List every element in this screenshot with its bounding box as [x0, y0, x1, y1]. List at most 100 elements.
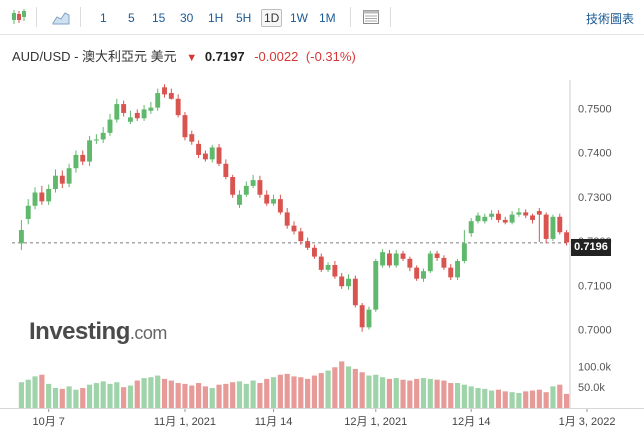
volume-bar: [386, 378, 392, 408]
technical-chart-link[interactable]: 技術圖表: [585, 12, 634, 26]
timeframe-1h[interactable]: 1H: [208, 11, 224, 25]
chart-bottom-border: [0, 408, 644, 409]
candle-body: [53, 175, 58, 189]
volume-bar: [202, 386, 208, 408]
timeframe-30[interactable]: 30: [180, 11, 194, 25]
candle-body: [271, 199, 277, 204]
volume-bar: [230, 382, 236, 408]
volume-bar: [291, 376, 297, 408]
candle-body: [121, 104, 127, 113]
x-tick-label: 12月 1, 2021: [344, 416, 407, 428]
table-view-icon[interactable]: [362, 8, 380, 26]
toolbar-divider: [390, 7, 391, 27]
timeframe-1m[interactable]: 1M: [319, 11, 336, 25]
timeframe-5h[interactable]: 5H: [236, 11, 252, 25]
chart-toolbar: 1 5 15 30 1H 5H 1D 1W 1M 技術圖表: [0, 0, 644, 35]
volume-bar: [420, 378, 427, 408]
timeframe-1d[interactable]: 1D: [261, 9, 283, 27]
price-change-percent: (-0.31%): [305, 49, 356, 64]
volume-bar: [52, 388, 59, 408]
candle-body: [475, 215, 481, 222]
volume-bar: [39, 374, 45, 408]
volume-bar: [441, 380, 447, 408]
volume-bar: [66, 386, 72, 408]
volume-bar: [284, 373, 290, 408]
volume-bar: [536, 389, 542, 408]
candle-body: [155, 93, 161, 108]
candle-body: [468, 221, 474, 234]
candle-body: [216, 147, 222, 164]
candle-body: [346, 278, 351, 287]
candle-body: [339, 276, 345, 287]
volume-bar: [564, 393, 570, 408]
candle-body: [284, 212, 290, 226]
candlestick-icon[interactable]: [10, 8, 28, 26]
toolbar-divider: [80, 7, 81, 27]
volume-bar: [86, 384, 93, 408]
candle-body: [277, 199, 283, 213]
volume-bar: [339, 361, 345, 408]
volume-bar: [380, 377, 386, 408]
x-tick-label: 11月 14: [255, 416, 293, 428]
volume-bar: [264, 378, 270, 408]
volume-bar: [141, 378, 147, 408]
volume-bar: [189, 385, 195, 408]
area-chart-icon[interactable]: [52, 8, 70, 26]
volume-bar: [502, 391, 508, 408]
current-price-tag: 0.7196: [571, 239, 611, 256]
last-price: 0.7197: [204, 49, 245, 64]
candle-body: [107, 119, 113, 133]
volume-bar: [352, 368, 358, 408]
volume-bar: [107, 383, 113, 408]
volume-bar: [80, 388, 86, 408]
candle-body: [461, 243, 467, 262]
volume-bar: [148, 377, 154, 408]
volume-bar: [277, 374, 283, 408]
instrument-title: AUD/USD - 澳大利亞元 美元: [12, 49, 177, 64]
candle-body: [393, 253, 399, 266]
candle-body: [325, 264, 331, 270]
down-arrow-icon: ▼: [186, 52, 198, 64]
volume-bar: [127, 385, 134, 408]
toolbar-divider: [36, 7, 37, 27]
volume-tick-label: 100.0k: [578, 361, 612, 373]
candle-body: [502, 219, 508, 223]
volume-bar: [121, 387, 127, 408]
y-tick-label: 0.7300: [578, 192, 612, 204]
volume-bar: [366, 375, 372, 408]
volume-bar: [182, 383, 188, 408]
y-tick-label: 0.7400: [578, 148, 612, 160]
volume-bar: [523, 391, 529, 408]
timeframe-15[interactable]: 15: [152, 11, 166, 25]
candle-body: [80, 154, 86, 162]
candle-body: [557, 216, 563, 233]
candle-body: [134, 112, 140, 119]
timeframe-1[interactable]: 1: [100, 11, 107, 25]
candle-body: [264, 194, 270, 204]
volume-bar: [243, 383, 249, 408]
volume-bar: [93, 383, 99, 408]
volume-bar: [209, 388, 215, 408]
volume-bar: [475, 388, 481, 408]
timeframe-5[interactable]: 5: [128, 11, 135, 25]
candle-body: [73, 154, 79, 169]
candle-body: [66, 168, 72, 184]
y-tick-label: 0.7100: [578, 280, 612, 292]
candle-body: [298, 231, 304, 242]
candle-body: [427, 253, 433, 272]
candle-body: [25, 205, 31, 220]
volume-bar: [516, 393, 522, 408]
candle-body: [564, 232, 570, 243]
candle-body: [523, 212, 529, 216]
volume-bar: [155, 375, 161, 408]
candle-body: [168, 93, 174, 99]
candle-body: [196, 143, 202, 155]
x-tick-label: 1月 3, 2022: [559, 416, 616, 428]
candle-body: [175, 98, 181, 116]
candle-body: [359, 305, 365, 328]
candle-body: [386, 253, 392, 266]
candle-body: [100, 132, 106, 140]
volume-bar: [46, 383, 52, 408]
timeframe-1w[interactable]: 1W: [290, 11, 308, 25]
